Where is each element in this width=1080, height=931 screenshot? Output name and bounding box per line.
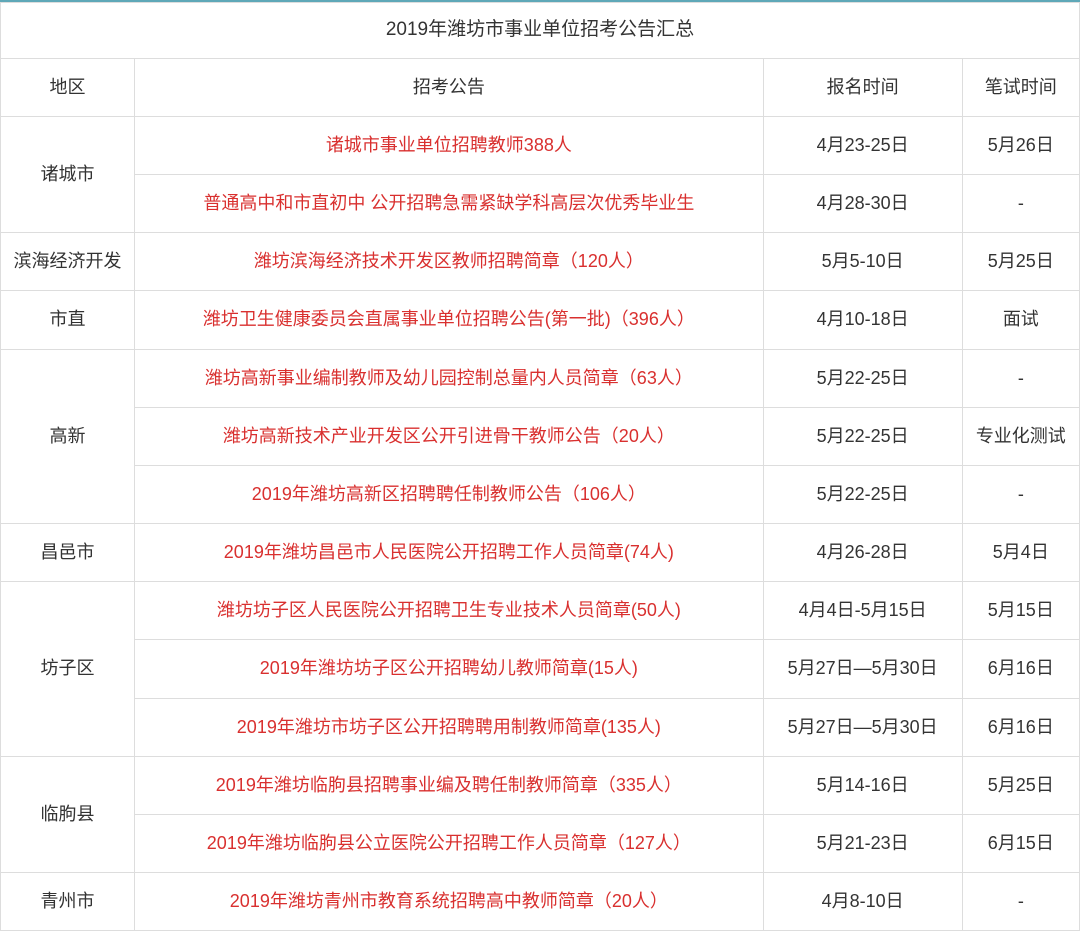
col-header-reg_time: 报名时间: [763, 58, 962, 116]
exam-time-cell: 6月15日: [962, 815, 1079, 873]
table-row: 2019年潍坊临朐县公立医院公开招聘工作人员简章（127人） 5月21-23日6月…: [1, 815, 1080, 873]
announcement-link[interactable]: 2019年潍坊市坊子区公开招聘聘用制教师简章(135人): [237, 717, 661, 737]
col-header-region: 地区: [1, 58, 135, 116]
reg-time-cell: 4月8-10日: [763, 873, 962, 931]
announcement-link[interactable]: 2019年潍坊青州市教育系统招聘高中教师简章（20人）: [230, 891, 668, 911]
region-cell: 高新: [1, 349, 135, 524]
announcement-link[interactable]: 2019年潍坊临朐县公立医院公开招聘工作人员简章（127人）: [207, 833, 691, 853]
exam-time-cell: 专业化测试: [962, 407, 1079, 465]
table-row: 2019年潍坊高新区招聘聘任制教师公告（106人） 5月22-25日-: [1, 465, 1080, 523]
reg-time-cell: 5月27日—5月30日: [763, 698, 962, 756]
announcement-link[interactable]: 诸城市事业单位招聘教师388人: [326, 135, 572, 155]
announcement-cell: 2019年潍坊市坊子区公开招聘聘用制教师简章(135人): [135, 698, 764, 756]
announcement-cell: 2019年潍坊昌邑市人民医院公开招聘工作人员简章(74人): [135, 524, 764, 582]
reg-time-cell: 4月26-28日: [763, 524, 962, 582]
table-row: 潍坊高新技术产业开发区公开引进骨干教师公告（20人） 5月22-25日专业化测试: [1, 407, 1080, 465]
announcement-link[interactable]: 2019年潍坊高新区招聘聘任制教师公告（106人）: [252, 484, 646, 504]
reg-time-cell: 5月22-25日: [763, 407, 962, 465]
exam-time-cell: 5月25日: [962, 233, 1079, 291]
exam-time-cell: 5月4日: [962, 524, 1079, 582]
table-row: 滨海经济开发 潍坊滨海经济技术开发区教师招聘简章（120人） 5月5-10日5月25…: [1, 233, 1080, 291]
reg-time-cell: 5月14-16日: [763, 756, 962, 814]
announcement-link[interactable]: 普通高中和市直初中 公开招聘急需紧缺学科高层次优秀毕业生: [203, 193, 694, 213]
announcement-cell: 2019年潍坊高新区招聘聘任制教师公告（106人）: [135, 465, 764, 523]
reg-time-cell: 4月4日-5月15日: [763, 582, 962, 640]
table-row: 坊子区潍坊坊子区人民医院公开招聘卫生专业技术人员简章(50人)4月4日-5月15…: [1, 582, 1080, 640]
col-header-announcement: 招考公告: [135, 58, 764, 116]
reg-time-cell: 4月10-18日: [763, 291, 962, 349]
announcement-link[interactable]: 2019年潍坊临朐县招聘事业编及聘任制教师简章（335人）: [216, 775, 682, 795]
table-row: 2019年潍坊市坊子区公开招聘聘用制教师简章(135人) 5月27日—5月30日6…: [1, 698, 1080, 756]
reg-time-cell: 5月21-23日: [763, 815, 962, 873]
table-row: 普通高中和市直初中 公开招聘急需紧缺学科高层次优秀毕业生 4月28-30日-: [1, 174, 1080, 232]
announcement-cell: 2019年潍坊临朐县公立医院公开招聘工作人员简章（127人）: [135, 815, 764, 873]
reg-time-cell: 5月27日—5月30日: [763, 640, 962, 698]
announcement-cell: 诸城市事业单位招聘教师388人: [135, 116, 764, 174]
region-cell: 市直: [1, 291, 135, 349]
announcement-cell: 2019年潍坊青州市教育系统招聘高中教师简章（20人）: [135, 873, 764, 931]
table-row: 市直 潍坊卫生健康委员会直属事业单位招聘公告(第一批)（396人） 4月10-18日…: [1, 291, 1080, 349]
announcement-cell: 2019年潍坊临朐县招聘事业编及聘任制教师简章（335人）: [135, 756, 764, 814]
announcement-cell: 2019年潍坊坊子区公开招聘幼儿教师简章(15人): [135, 640, 764, 698]
table-row: 临朐县2019年潍坊临朐县招聘事业编及聘任制教师简章（335人）5月14-16日…: [1, 756, 1080, 814]
region-cell: 诸城市: [1, 116, 135, 232]
announcement-link[interactable]: 潍坊高新技术产业开发区公开引进骨干教师公告（20人）: [223, 426, 675, 446]
exam-time-cell: 面试: [962, 291, 1079, 349]
exam-time-cell: -: [962, 873, 1079, 931]
reg-time-cell: 4月28-30日: [763, 174, 962, 232]
table-row: 2019年潍坊坊子区公开招聘幼儿教师简章(15人) 5月27日—5月30日6月16…: [1, 640, 1080, 698]
exam-time-cell: 5月15日: [962, 582, 1079, 640]
table-row: 青州市 2019年潍坊青州市教育系统招聘高中教师简章（20人） 4月8-10日-: [1, 873, 1080, 931]
announcement-cell: 潍坊滨海经济技术开发区教师招聘简章（120人）: [135, 233, 764, 291]
exam-time-cell: 6月16日: [962, 698, 1079, 756]
reg-time-cell: 5月5-10日: [763, 233, 962, 291]
announcement-cell: 潍坊坊子区人民医院公开招聘卫生专业技术人员简章(50人): [135, 582, 764, 640]
exam-time-cell: 6月16日: [962, 640, 1079, 698]
reg-time-cell: 4月23-25日: [763, 116, 962, 174]
region-cell: 坊子区: [1, 582, 135, 757]
announcement-link[interactable]: 2019年潍坊坊子区公开招聘幼儿教师简章(15人): [260, 658, 638, 678]
table-wrapper: 2019年潍坊市事业单位招考公告汇总地区招考公告报名时间笔试时间诸城市 诸城市事业…: [0, 0, 1080, 931]
table-row: 诸城市诸城市事业单位招聘教师388人4月23-25日5月26日: [1, 116, 1080, 174]
exam-time-cell: 5月26日: [962, 116, 1079, 174]
region-cell: 滨海经济开发: [1, 233, 135, 291]
announcement-link[interactable]: 2019年潍坊昌邑市人民医院公开招聘工作人员简章(74人): [224, 542, 674, 562]
recruitment-table: 2019年潍坊市事业单位招考公告汇总地区招考公告报名时间笔试时间诸城市 诸城市事业…: [0, 2, 1080, 931]
announcement-link[interactable]: 潍坊卫生健康委员会直属事业单位招聘公告(第一批)（396人）: [203, 309, 695, 329]
region-cell: 昌邑市: [1, 524, 135, 582]
announcement-cell: 潍坊卫生健康委员会直属事业单位招聘公告(第一批)（396人）: [135, 291, 764, 349]
table-row: 高新潍坊高新事业编制教师及幼儿园控制总量内人员简章（63人）5月22-25日-: [1, 349, 1080, 407]
col-header-exam_time: 笔试时间: [962, 58, 1079, 116]
region-cell: 青州市: [1, 873, 135, 931]
exam-time-cell: 5月25日: [962, 756, 1079, 814]
table-title: 2019年潍坊市事业单位招考公告汇总: [1, 3, 1080, 59]
reg-time-cell: 5月22-25日: [763, 465, 962, 523]
announcement-link[interactable]: 潍坊高新事业编制教师及幼儿园控制总量内人员简章（63人）: [205, 368, 693, 388]
announcement-cell: 潍坊高新事业编制教师及幼儿园控制总量内人员简章（63人）: [135, 349, 764, 407]
exam-time-cell: -: [962, 174, 1079, 232]
exam-time-cell: -: [962, 465, 1079, 523]
announcement-cell: 潍坊高新技术产业开发区公开引进骨干教师公告（20人）: [135, 407, 764, 465]
table-row: 昌邑市 2019年潍坊昌邑市人民医院公开招聘工作人员简章(74人) 4月26-28日…: [1, 524, 1080, 582]
announcement-link[interactable]: 潍坊滨海经济技术开发区教师招聘简章（120人）: [254, 251, 644, 271]
exam-time-cell: -: [962, 349, 1079, 407]
reg-time-cell: 5月22-25日: [763, 349, 962, 407]
announcement-link[interactable]: 潍坊坊子区人民医院公开招聘卫生专业技术人员简章(50人): [217, 600, 681, 620]
region-cell: 临朐县: [1, 756, 135, 872]
announcement-cell: 普通高中和市直初中 公开招聘急需紧缺学科高层次优秀毕业生: [135, 174, 764, 232]
